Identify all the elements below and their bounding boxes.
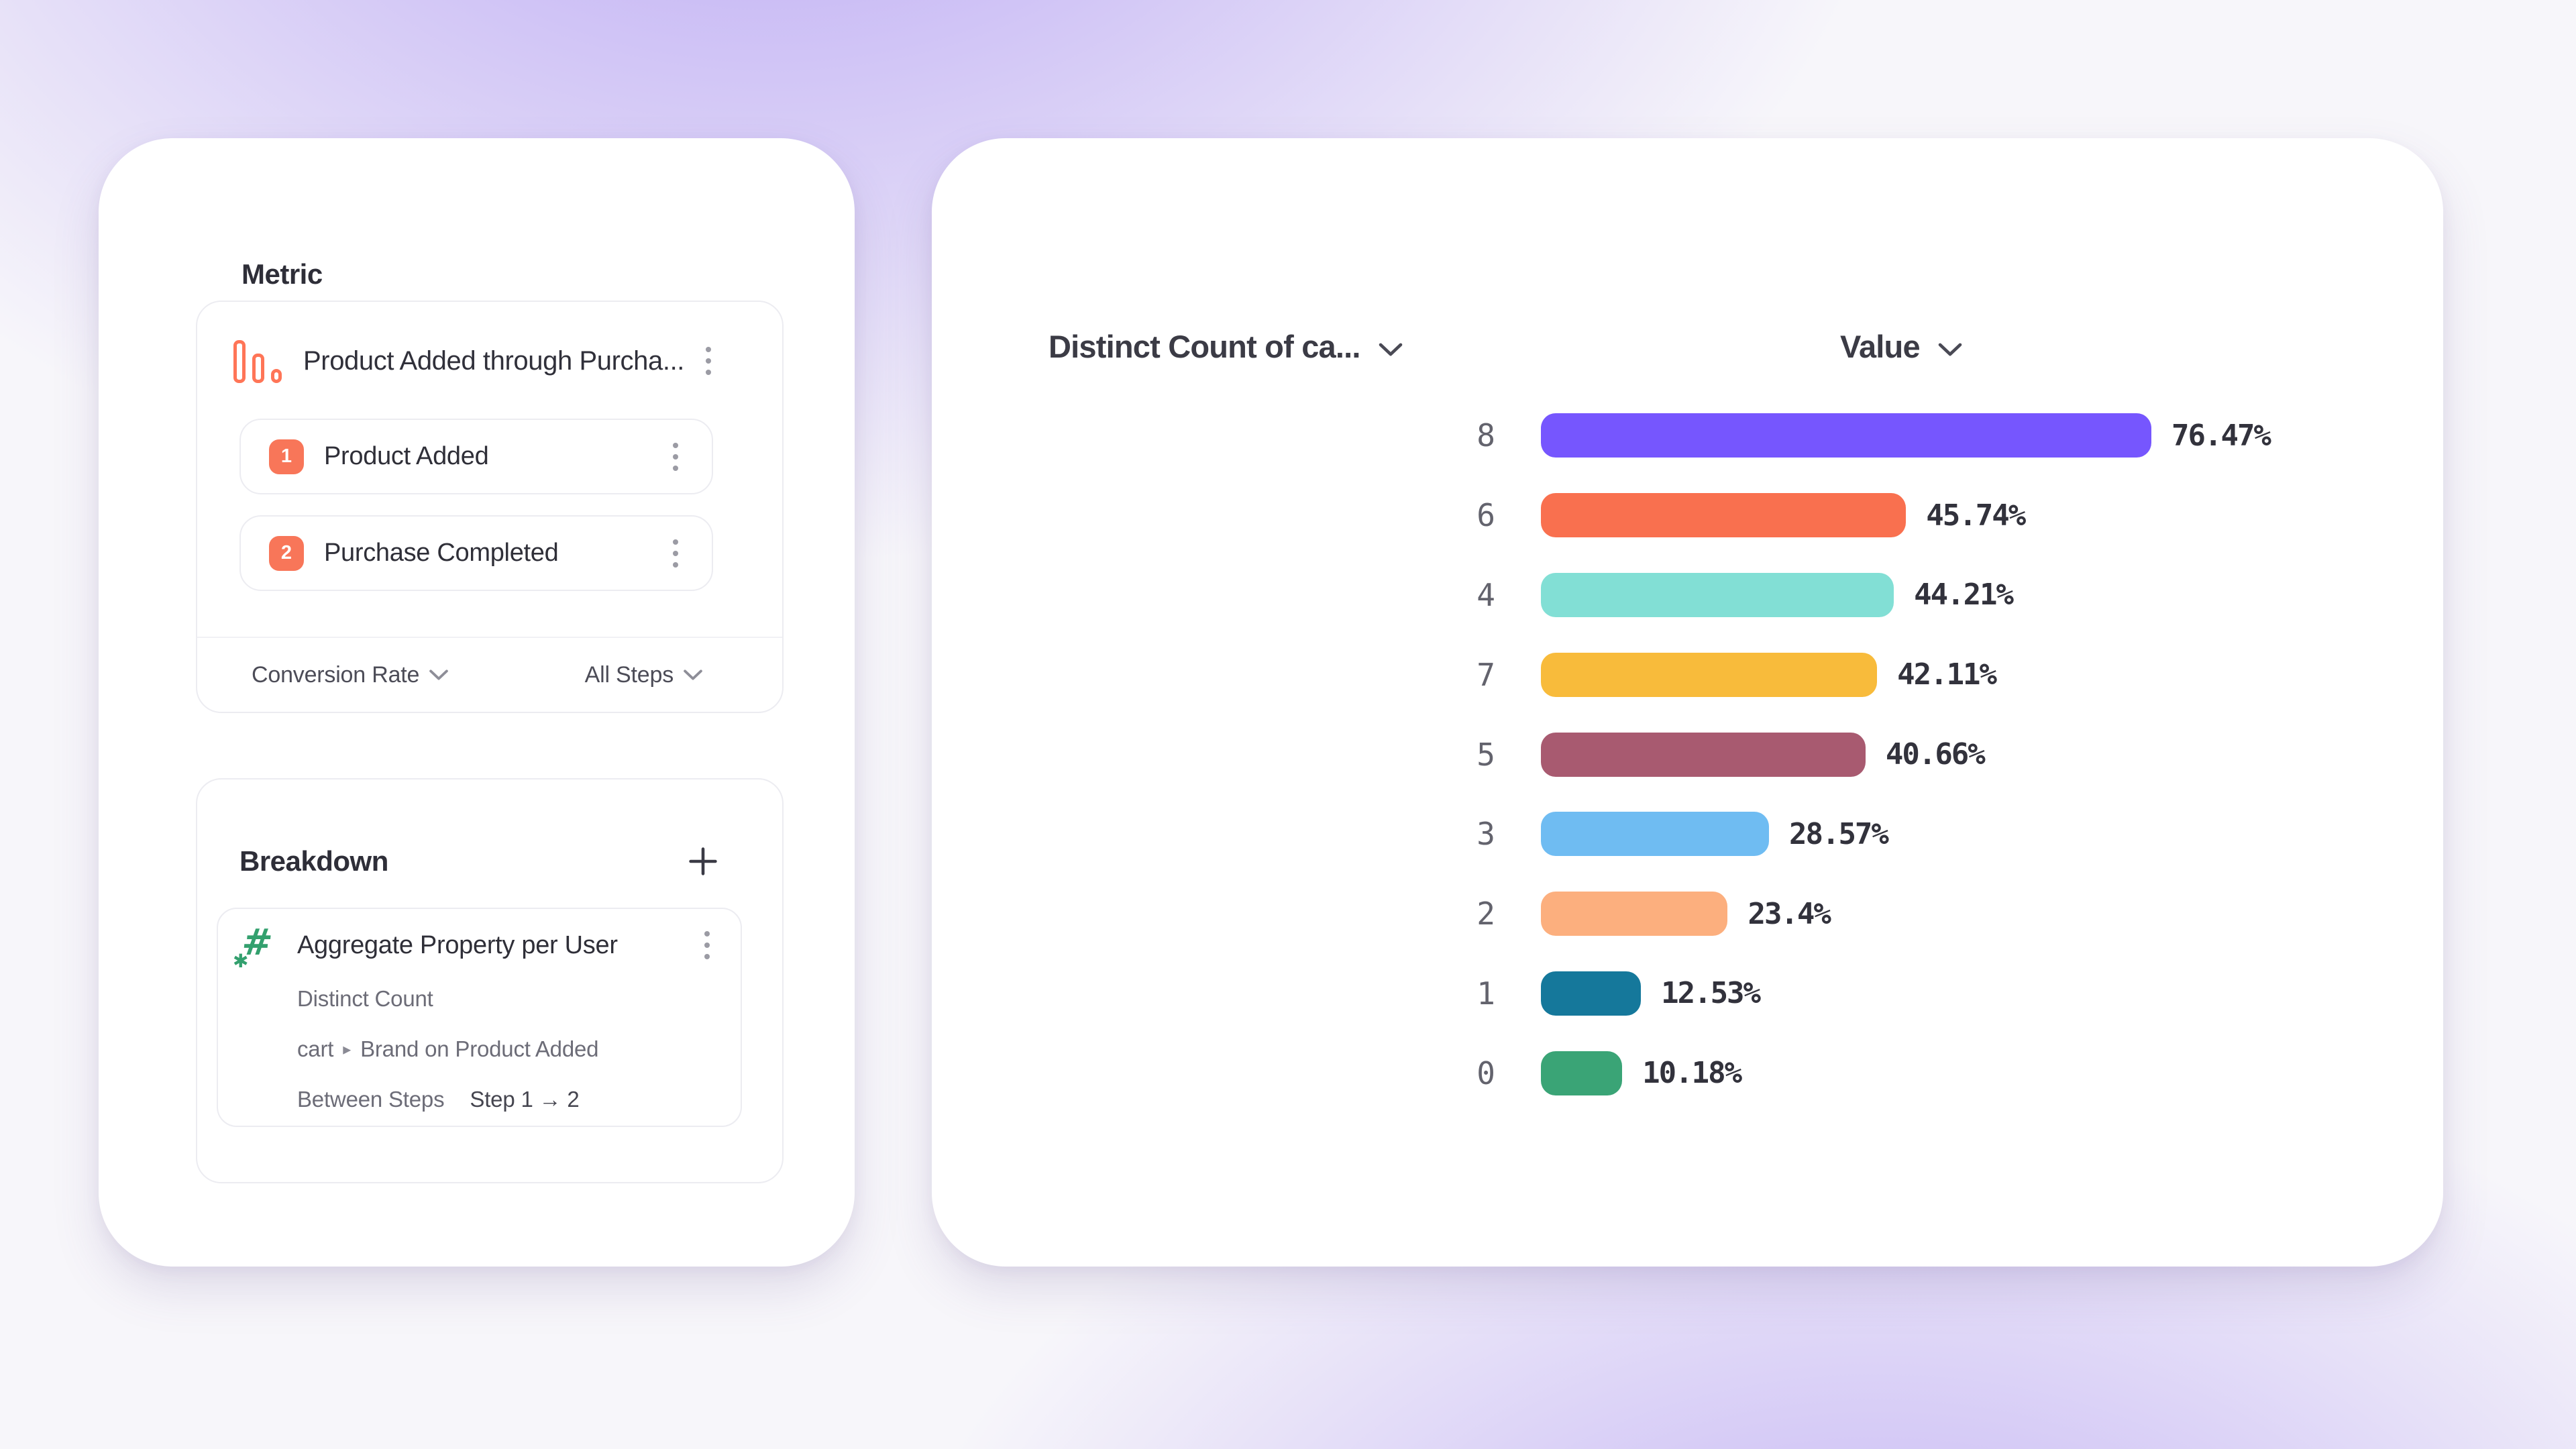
metric-footer: Conversion Rate All Steps xyxy=(197,637,782,712)
bar[interactable] xyxy=(1541,1051,1623,1095)
between-steps-row[interactable]: Between Steps Step 1 → 2 xyxy=(297,1074,714,1125)
chart-row: 8 76.47% xyxy=(932,396,2416,476)
steps-scope-dropdown[interactable]: All Steps xyxy=(585,662,703,688)
breakdown-property-card[interactable]: # ✱ Aggregate Property per User Distinct … xyxy=(217,908,742,1127)
value-label: 76.47% xyxy=(2171,418,2271,453)
kebab-menu-icon[interactable] xyxy=(700,927,714,963)
chevron-down-icon xyxy=(429,669,449,680)
funnel-title: Product Added through Purcha... xyxy=(303,345,684,376)
measure-dropdown-label: Conversion Rate xyxy=(252,661,420,688)
aggregation-type-label: Distinct Count xyxy=(297,986,433,1011)
aggregation-type[interactable]: Distinct Count xyxy=(297,973,714,1024)
property-path[interactable]: cart ▸ Brand on Product Added xyxy=(297,1024,714,1075)
step-number-badge: 1 xyxy=(269,439,304,474)
property-path-suffix: Brand on Product Added xyxy=(360,1036,599,1061)
category-label: 5 xyxy=(1477,736,1495,773)
category-label: 8 xyxy=(1477,417,1495,454)
funnel-step-2[interactable]: 2 Purchase Completed xyxy=(239,515,713,591)
chart-panel: Distinct Count of ca... Value 8 76.47% 6 45… xyxy=(932,138,2443,1267)
chart-row: 5 40.66% xyxy=(932,714,2416,794)
metric-section-heading: Metric xyxy=(241,258,323,290)
category-label: 1 xyxy=(1477,975,1495,1012)
value-column-header[interactable]: Value xyxy=(1840,328,1963,365)
value-label: 10.18% xyxy=(1642,1056,1742,1091)
value-label: 12.53% xyxy=(1661,976,1761,1011)
breakdown-property-title: Aggregate Property per User xyxy=(297,930,618,959)
step-label: Product Added xyxy=(324,442,489,470)
value-label: 28.57% xyxy=(1788,816,1889,851)
chevron-down-icon xyxy=(684,669,702,680)
chart-row: 4 44.21% xyxy=(932,555,2416,635)
chart-rows: 8 76.47% 6 45.74% 4 44.21% 7 42.11% 5 40.66% 3 28.5… xyxy=(932,396,2416,1113)
value-label: 45.74% xyxy=(1926,498,2026,533)
breakdown-property-title-row: Aggregate Property per User xyxy=(218,924,714,967)
value-column-header-label: Value xyxy=(1840,329,1921,364)
between-steps-label: Between Steps xyxy=(297,1087,445,1112)
numeric-property-icon: # ✱ xyxy=(233,921,275,972)
kebab-menu-icon[interactable] xyxy=(702,343,715,379)
category-column-header[interactable]: Distinct Count of ca... xyxy=(1049,328,1403,365)
category-column-header-label: Distinct Count of ca... xyxy=(1049,329,1360,364)
funnel-step-1[interactable]: 1 Product Added xyxy=(239,419,713,494)
step-number-badge: 2 xyxy=(269,535,304,571)
add-breakdown-button[interactable] xyxy=(686,844,720,879)
funnel-title-row[interactable]: Product Added through Purcha... xyxy=(197,302,782,420)
bar[interactable] xyxy=(1541,892,1728,936)
value-label: 44.21% xyxy=(1914,578,2014,612)
chart-row: 6 45.74% xyxy=(932,476,2416,555)
category-label: 2 xyxy=(1477,896,1495,932)
step-label: Purchase Completed xyxy=(324,539,559,567)
bar[interactable] xyxy=(1541,971,1642,1016)
kebab-menu-icon[interactable] xyxy=(669,439,682,475)
category-label: 3 xyxy=(1477,816,1495,853)
between-steps-value: Step 1 → 2 xyxy=(470,1087,580,1112)
chart-row: 0 10.18% xyxy=(932,1033,2416,1113)
bar[interactable] xyxy=(1541,732,1866,777)
bar[interactable] xyxy=(1541,812,1769,857)
breadcrumb-arrow-icon: ▸ xyxy=(343,1040,352,1059)
chart-row: 1 12.53% xyxy=(932,954,2416,1034)
bar[interactable] xyxy=(1541,413,2151,458)
bar[interactable] xyxy=(1541,652,1878,697)
chevron-down-icon xyxy=(1379,343,1402,356)
category-label: 7 xyxy=(1477,656,1495,693)
category-label: 0 xyxy=(1477,1055,1495,1091)
funnel-bars-icon xyxy=(233,339,284,383)
metric-card: Product Added through Purcha... 1 Produc… xyxy=(196,301,784,713)
value-label: 23.4% xyxy=(1748,896,1831,931)
kebab-menu-icon[interactable] xyxy=(669,535,682,572)
value-label: 42.11% xyxy=(1897,657,1997,692)
bar[interactable] xyxy=(1541,572,1894,617)
chart-row: 2 23.4% xyxy=(932,874,2416,954)
chart-row: 7 42.11% xyxy=(932,635,2416,714)
chevron-down-icon xyxy=(1938,343,1962,356)
category-label: 4 xyxy=(1477,576,1495,613)
query-builder-panel: Metric Product Added through Purcha... 1… xyxy=(99,138,855,1267)
breakdown-section-heading: Breakdown xyxy=(239,845,388,877)
property-path-prefix: cart xyxy=(297,1036,334,1061)
steps-scope-label: All Steps xyxy=(584,661,674,688)
chart-row: 3 28.57% xyxy=(932,794,2416,874)
breakdown-card: Breakdown # ✱ Aggregate Property per User… xyxy=(196,778,784,1183)
value-label: 40.66% xyxy=(1885,737,1986,772)
bar[interactable] xyxy=(1541,493,1907,538)
category-label: 6 xyxy=(1477,497,1495,534)
measure-dropdown[interactable]: Conversion Rate xyxy=(252,662,449,688)
